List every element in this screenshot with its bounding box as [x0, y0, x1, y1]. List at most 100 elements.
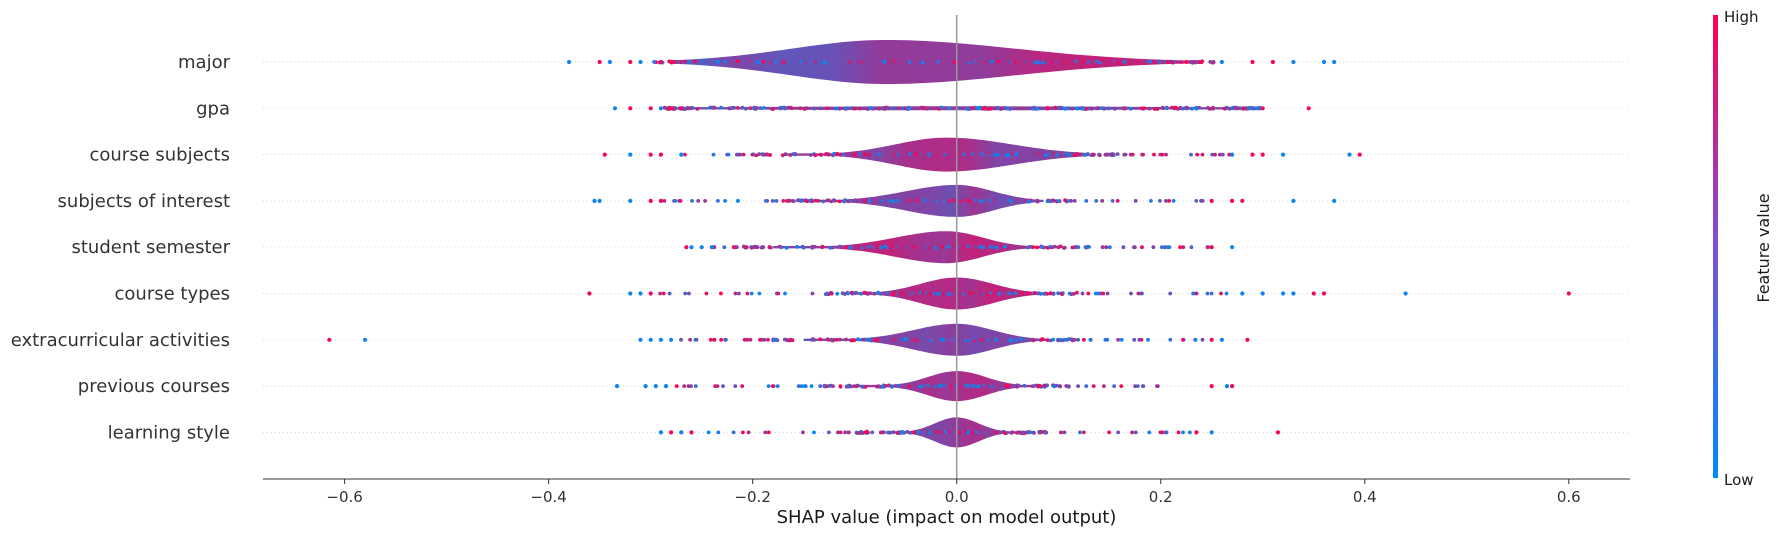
- point: [1051, 384, 1056, 388]
- point: [1020, 106, 1024, 111]
- point: [1168, 337, 1173, 342]
- point: [891, 152, 895, 157]
- point: [711, 152, 716, 157]
- outlier-point: [612, 106, 618, 111]
- point: [847, 152, 852, 157]
- point: [1009, 199, 1014, 204]
- outlier-point: [1219, 59, 1224, 65]
- point: [986, 153, 990, 158]
- point: [878, 60, 882, 65]
- point: [696, 199, 701, 203]
- point: [964, 198, 969, 203]
- x-tick-label: −0.2: [734, 488, 770, 506]
- point: [741, 430, 745, 435]
- point: [767, 245, 772, 250]
- point: [1112, 106, 1117, 111]
- point: [689, 384, 693, 388]
- point: [1059, 430, 1063, 435]
- point: [915, 430, 920, 435]
- point: [1056, 199, 1061, 203]
- point: [907, 152, 912, 157]
- point: [1107, 245, 1112, 250]
- point: [965, 244, 970, 249]
- point: [838, 384, 843, 388]
- point: [996, 59, 1001, 64]
- point: [921, 105, 925, 110]
- point: [838, 430, 843, 435]
- point: [884, 199, 889, 204]
- point: [743, 106, 748, 111]
- point: [941, 383, 946, 388]
- point: [1058, 384, 1063, 389]
- point: [1158, 199, 1162, 203]
- point: [966, 430, 970, 435]
- point: [939, 337, 944, 342]
- point: [1213, 152, 1217, 157]
- point: [1084, 245, 1088, 250]
- point: [1031, 337, 1035, 342]
- outlier-point: [669, 59, 674, 65]
- point: [716, 430, 721, 435]
- point: [1025, 291, 1029, 296]
- point: [770, 199, 775, 203]
- point: [890, 244, 895, 249]
- point: [1062, 430, 1067, 435]
- point: [931, 291, 936, 296]
- point: [1052, 244, 1057, 249]
- outlier-point: [566, 59, 572, 65]
- point: [947, 106, 951, 111]
- point: [1101, 60, 1106, 65]
- point: [976, 244, 981, 249]
- point: [1038, 430, 1043, 435]
- point: [721, 384, 725, 388]
- point: [1061, 60, 1066, 65]
- point: [857, 152, 862, 156]
- point: [932, 338, 937, 343]
- point: [1094, 59, 1099, 64]
- point: [1008, 338, 1013, 343]
- outlier-point: [689, 245, 694, 250]
- outlier-point: [1332, 198, 1337, 203]
- colorbar-title: Feature value: [1754, 193, 1773, 302]
- point: [880, 337, 884, 341]
- point: [693, 59, 698, 64]
- point: [761, 245, 765, 250]
- point: [1059, 291, 1063, 296]
- outlier-point: [638, 291, 643, 296]
- point: [1003, 431, 1008, 435]
- violin-extracurricular-activities: [803, 323, 1049, 356]
- point: [1030, 59, 1035, 64]
- point: [682, 384, 687, 388]
- point: [897, 246, 902, 250]
- x-tick-label: −0.4: [530, 488, 566, 506]
- point: [1048, 245, 1053, 250]
- point: [862, 152, 867, 157]
- point: [1004, 291, 1008, 296]
- point: [891, 59, 896, 64]
- point: [1110, 199, 1115, 203]
- point: [1018, 337, 1023, 342]
- point: [763, 430, 768, 435]
- point: [1056, 337, 1060, 342]
- point: [967, 107, 972, 111]
- points-layer: [327, 59, 1571, 436]
- point: [1189, 245, 1194, 250]
- point: [943, 199, 947, 204]
- outlier-point: [709, 245, 715, 250]
- point: [784, 337, 789, 342]
- point: [790, 338, 795, 343]
- point: [1081, 60, 1086, 64]
- point: [957, 384, 961, 389]
- point: [991, 245, 995, 249]
- point: [1035, 245, 1039, 250]
- point: [947, 292, 952, 297]
- point: [1056, 291, 1060, 296]
- point: [675, 60, 680, 64]
- point: [740, 105, 745, 110]
- point: [988, 291, 993, 295]
- outlier-point: [607, 59, 613, 65]
- point: [926, 292, 931, 296]
- point: [1003, 244, 1007, 249]
- point: [1022, 383, 1027, 388]
